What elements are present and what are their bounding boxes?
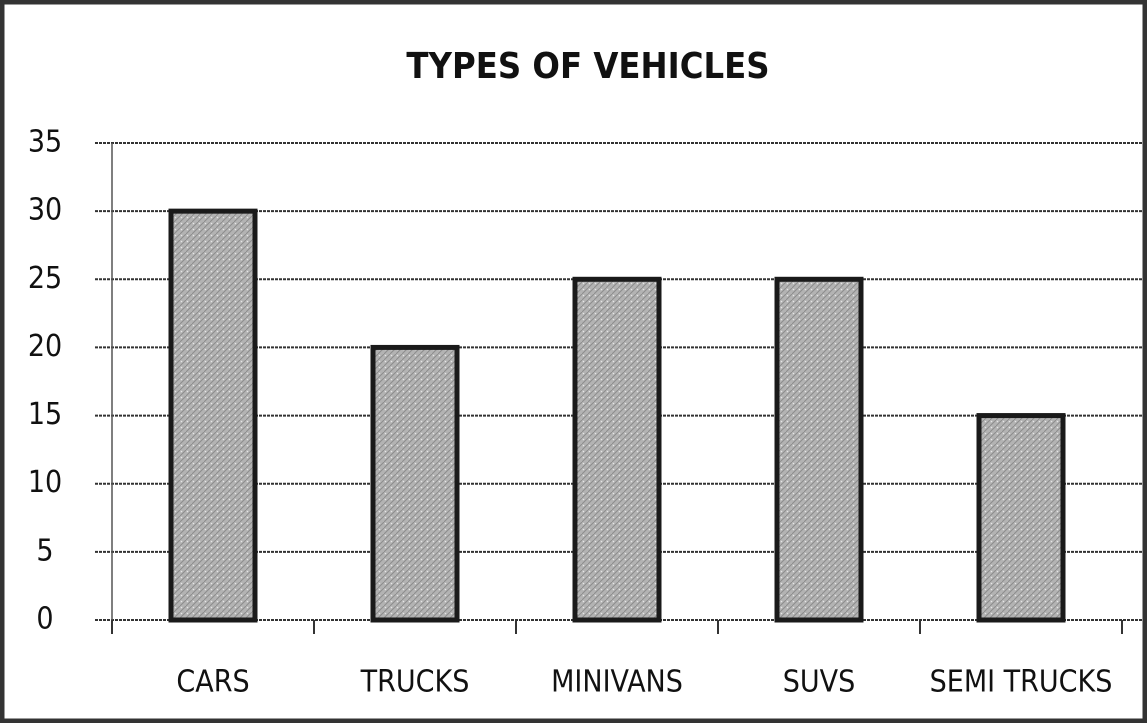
bar bbox=[373, 347, 457, 620]
bar bbox=[777, 279, 861, 620]
y-tick-label: 5 bbox=[36, 533, 53, 568]
x-tick-label: TRUCKS bbox=[360, 665, 470, 700]
y-tick-label: 25 bbox=[28, 261, 62, 296]
chart-title: TYPES OF VEHICLES bbox=[406, 46, 769, 87]
x-tick-label: MINIVANS bbox=[551, 665, 683, 700]
x-tick-label: CARS bbox=[176, 665, 249, 700]
bar bbox=[979, 416, 1063, 620]
y-tick-label: 30 bbox=[28, 193, 62, 228]
chart: TYPES OF VEHICLES 0 5 10 15 20 25 30 35 CARS TRUC… bbox=[0, 0, 1147, 723]
y-tick-label: 0 bbox=[36, 602, 53, 637]
y-tick-label: 20 bbox=[28, 329, 62, 364]
x-tick-label: SEMI TRUCKS bbox=[930, 665, 1113, 700]
y-tick-label: 35 bbox=[28, 125, 62, 160]
bar bbox=[171, 211, 255, 620]
bar bbox=[575, 279, 659, 620]
y-tick-label: 10 bbox=[28, 465, 62, 500]
y-tick-label: 15 bbox=[28, 397, 62, 432]
x-tick-label: SUVS bbox=[783, 665, 856, 700]
